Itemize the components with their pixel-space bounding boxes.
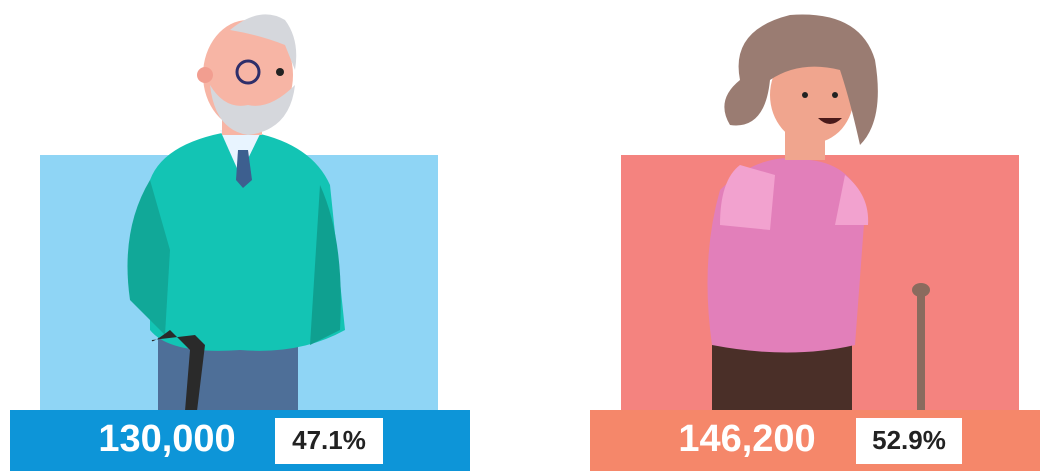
old-woman-illustration: [707, 14, 930, 411]
male-panel: 130,000 47.1%: [10, 14, 470, 471]
male-share: 47.1%: [292, 425, 366, 455]
female-value-bar: [590, 410, 1040, 471]
female-share: 52.9%: [872, 425, 946, 455]
male-count: 130,000: [98, 418, 235, 460]
male-share-box: [275, 418, 383, 464]
female-share-box: [856, 418, 962, 464]
female-count: 146,200: [678, 418, 815, 460]
old-man-illustration: [127, 14, 345, 411]
male-value-bar: [10, 410, 470, 471]
female-panel: 146,200 52.9%: [590, 14, 1040, 471]
